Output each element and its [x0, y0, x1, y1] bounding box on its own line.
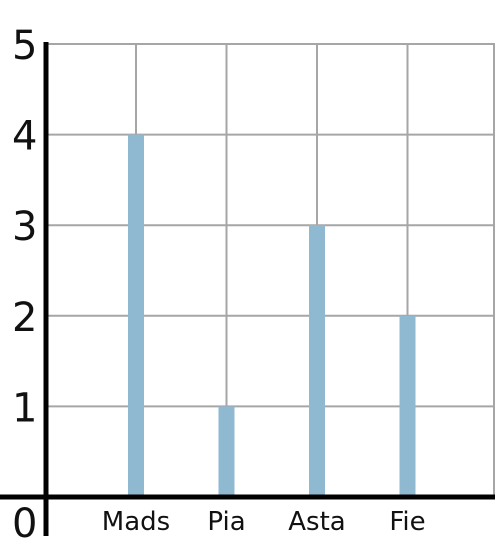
y-tick-label-4: 4 — [12, 114, 37, 160]
x-tick-label-asta: Asta — [288, 507, 345, 537]
bar-asta — [309, 225, 325, 497]
bar-mads — [128, 134, 144, 497]
bars — [128, 134, 416, 497]
x-tick-label-mads: Mads — [102, 507, 170, 537]
bar-fie — [399, 315, 416, 497]
x-tick-labels: Mads Pia Asta Fie — [102, 507, 426, 537]
x-tick-label-fie: Fie — [389, 507, 425, 537]
axes — [0, 42, 495, 536]
grid-lines — [46, 43, 495, 497]
y-tick-label-2: 2 — [12, 295, 37, 341]
y-tick-label-0: 0 — [12, 501, 37, 544]
x-tick-label-pia: Pia — [207, 507, 245, 537]
y-tick-labels: 0 1 2 3 4 5 — [12, 23, 37, 544]
y-tick-label-5: 5 — [12, 23, 37, 69]
y-tick-label-1: 1 — [12, 385, 37, 431]
y-tick-label-3: 3 — [12, 204, 37, 250]
bar-pia — [218, 406, 235, 497]
